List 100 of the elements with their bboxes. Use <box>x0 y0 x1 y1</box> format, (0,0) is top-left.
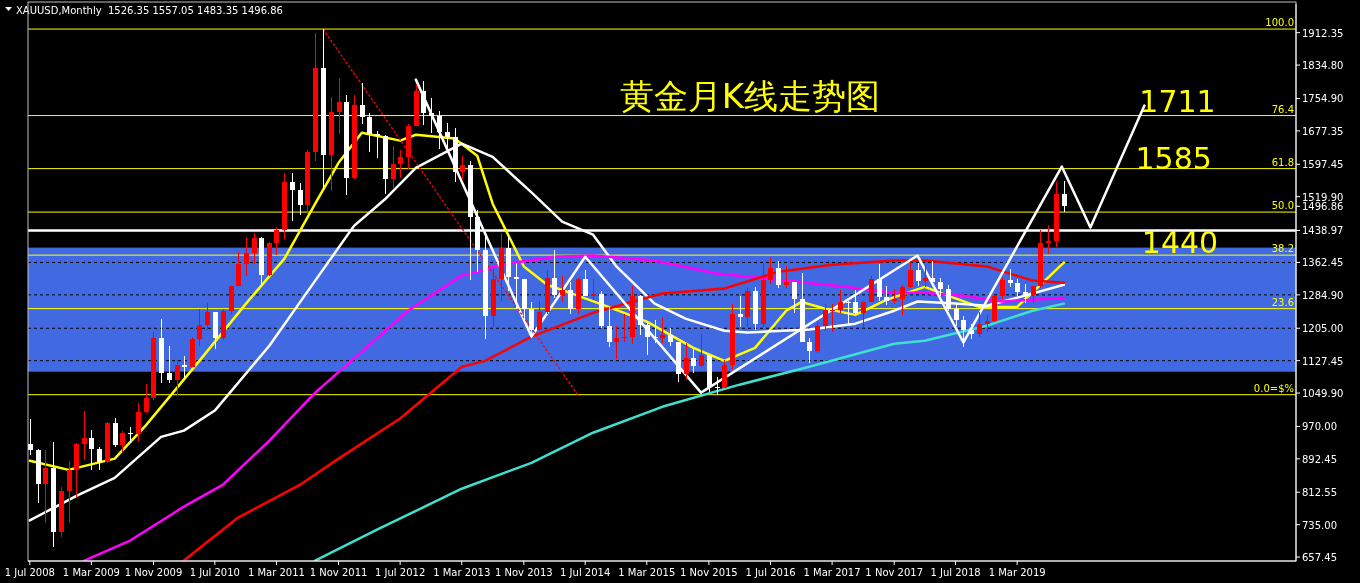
y-tick-label: 1496.86 <box>1302 201 1344 213</box>
candlestick <box>784 265 789 289</box>
candlestick <box>298 182 303 216</box>
candlestick <box>252 232 257 265</box>
candlestick <box>977 311 982 338</box>
text: 黄金月K线走势图 <box>619 76 881 116</box>
x-tick-label: 1 Mar 2019 <box>988 567 1046 578</box>
candlestick <box>375 130 380 159</box>
annotation: 1585 <box>1135 141 1212 177</box>
x-tick-label: 1 Nov 2013 <box>495 567 553 578</box>
annotation: 100.0 <box>1265 17 1294 29</box>
candlestick <box>830 303 835 333</box>
y-tick-label: 1597.45 <box>1302 159 1344 171</box>
y-tick-label: 892.45 <box>1302 453 1337 465</box>
x-tick-label: 1 Jul 2012 <box>375 567 426 578</box>
chart-subtitle: XAUUSD,Monthly 1526.35 1557.05 1483.35 1496.86 <box>16 5 283 16</box>
y-tick-label: 657.45 <box>1302 552 1337 564</box>
candlestick <box>1046 224 1051 255</box>
x-tick-label: 1 Jul 2016 <box>745 567 796 578</box>
candlestick <box>1062 180 1067 213</box>
candlestick <box>82 410 87 461</box>
candlestick <box>900 284 905 316</box>
candlestick <box>89 429 94 471</box>
candlestick <box>568 281 573 315</box>
x-tick-label: 1 Mar 2017 <box>803 567 861 578</box>
candlestick <box>175 359 180 396</box>
candlestick <box>460 155 465 180</box>
candlestick <box>144 383 149 414</box>
candlestick <box>529 301 534 339</box>
candlestick <box>391 145 396 189</box>
candlestick <box>120 430 125 453</box>
candlestick <box>360 82 365 125</box>
candlestick <box>97 446 102 471</box>
x-tick-label: 1 Nov 2017 <box>865 567 924 578</box>
candlestick <box>290 172 295 222</box>
candlestick <box>807 337 812 364</box>
y-tick-label: 1438.97 <box>1302 225 1344 237</box>
candlestick <box>591 278 596 301</box>
candlestick <box>954 302 959 327</box>
candlestick <box>607 306 612 348</box>
y-tick-label: 1912.35 <box>1302 27 1344 39</box>
y-tick-label: 1205.00 <box>1302 323 1344 335</box>
candlestick <box>136 402 141 443</box>
candlestick <box>205 302 210 331</box>
x-tick-label: 1 Jul 2010 <box>189 567 240 578</box>
y-tick-label: 1519.90 <box>1302 191 1344 203</box>
candlestick <box>645 320 650 356</box>
candlestick <box>853 289 858 316</box>
candlestick <box>67 460 72 524</box>
candlestick <box>684 342 689 381</box>
x-tick-label: 1 Mar 2015 <box>618 567 676 578</box>
x-tick-label: 1 Nov 2009 <box>124 567 183 578</box>
candlestick <box>776 260 781 289</box>
y-tick-label: 970.00 <box>1302 421 1337 433</box>
annotation: 76.4 <box>1271 103 1294 115</box>
candlestick <box>916 262 921 287</box>
candlestick <box>236 251 241 287</box>
x-tick-label: 1 Mar 2013 <box>433 567 491 578</box>
x-tick-label: 1 Mar 2011 <box>247 567 305 578</box>
candlestick <box>622 313 627 343</box>
candlestick <box>877 263 882 302</box>
candlestick <box>869 275 874 303</box>
candlestick <box>699 333 704 368</box>
candlestick <box>337 77 342 135</box>
candlestick <box>274 226 279 256</box>
candlestick <box>552 249 557 299</box>
annotation: 61.8 <box>1271 156 1294 168</box>
y-tick-label: 735.00 <box>1302 519 1337 531</box>
candlestick <box>653 319 658 344</box>
candlestick <box>429 97 434 134</box>
candlestick <box>923 264 928 288</box>
candlestick <box>167 345 172 384</box>
x-tick-label: 1 Nov 2015 <box>680 567 738 578</box>
candlestick <box>367 112 372 153</box>
y-tick-label: 812.55 <box>1302 487 1337 499</box>
candlestick <box>946 284 951 312</box>
y-tick-label: 1754.90 <box>1302 93 1344 105</box>
annotation: 23.6 <box>1271 296 1294 308</box>
y-tick-label: 1677.35 <box>1302 125 1344 137</box>
candlestick <box>560 275 565 303</box>
candlestick <box>398 149 403 179</box>
y-tick-label: 1127.45 <box>1302 355 1344 367</box>
y-tick-label: 1049.90 <box>1302 388 1344 400</box>
candlestick <box>884 285 889 306</box>
x-tick-label: 1 Jul 2018 <box>930 567 981 578</box>
candlestick <box>514 262 519 310</box>
candlestick <box>537 300 542 331</box>
candlestick <box>861 300 866 330</box>
annotation: 50.0 <box>1271 200 1294 212</box>
candlestick <box>437 110 442 150</box>
candlestick <box>938 277 943 297</box>
candlestick <box>930 260 935 285</box>
candlestick <box>738 295 743 328</box>
x-tick-label: 1 Jul 2014 <box>560 567 611 578</box>
candlestick <box>792 281 797 314</box>
candlestick <box>838 289 843 314</box>
candlestick <box>1000 277 1005 300</box>
candlestick <box>43 449 48 524</box>
candlestick <box>583 269 588 297</box>
candlestick <box>197 308 202 347</box>
